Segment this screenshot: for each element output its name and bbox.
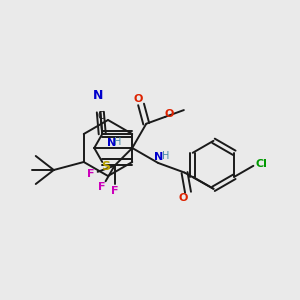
Text: O: O [164,109,174,119]
Text: Cl: Cl [255,159,267,169]
Text: O: O [178,193,188,203]
Text: H: H [114,137,121,147]
Text: H: H [161,151,169,161]
Text: S: S [101,160,110,173]
Text: N: N [106,138,116,148]
Text: F: F [87,169,95,179]
Text: C: C [98,111,105,121]
Text: N: N [93,88,103,102]
Text: F: F [111,186,118,196]
Text: O: O [134,94,143,104]
Text: N: N [154,152,163,162]
Text: F: F [98,182,106,192]
